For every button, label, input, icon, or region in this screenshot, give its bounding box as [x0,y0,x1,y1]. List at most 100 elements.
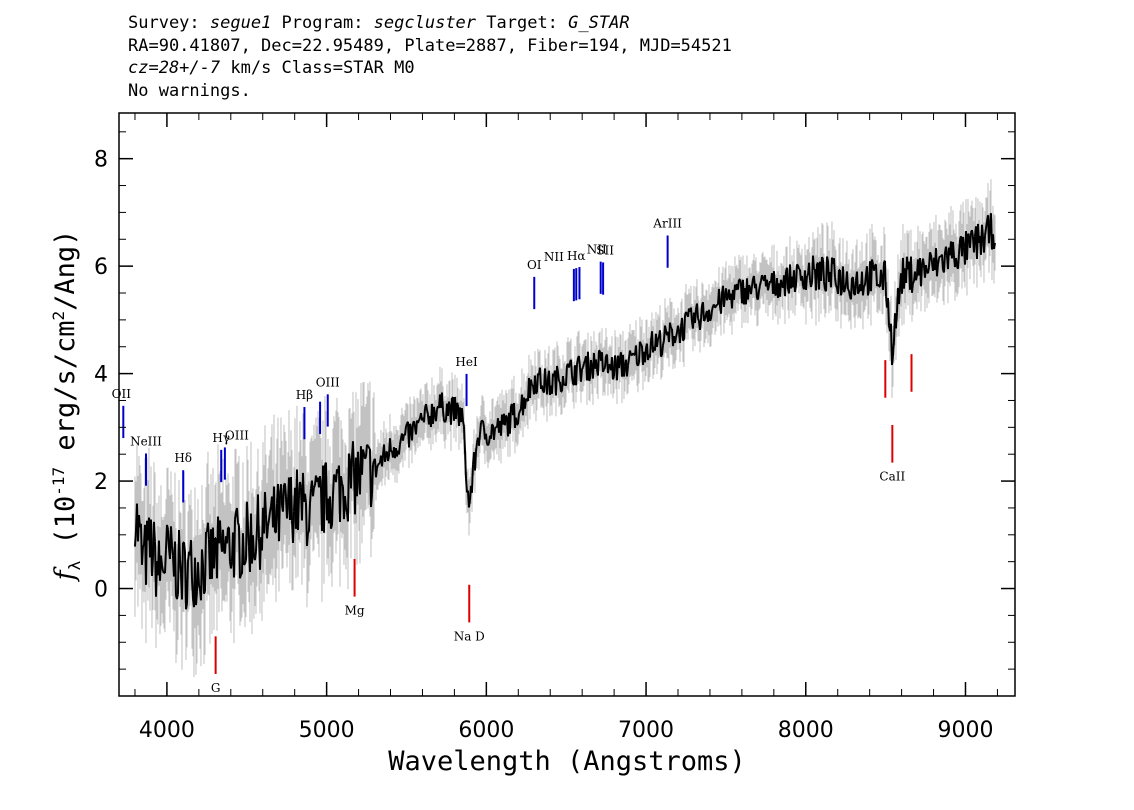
flux-segment [612,375,615,380]
flux-segment [227,527,231,562]
flux-segment [883,260,887,297]
flux-segment [232,519,236,578]
flux-segment [637,341,641,363]
flux-segment [847,290,851,297]
flux-segment [538,367,542,389]
flux-segment [822,281,826,290]
flux-segment [333,474,336,477]
flux-segment [343,496,347,508]
flux-segment [749,286,753,295]
flux-segment [268,505,272,512]
flux-segment [581,366,584,370]
flux-segment [843,283,847,290]
header-line-survey: Survey: segue1 Program: segcluster Targe… [128,12,732,35]
x-tick-label: 6000 [458,718,514,743]
flux-segment [600,352,604,372]
flux-segment [307,503,311,532]
flux-segment [726,297,729,301]
x-tick-label: 8000 [778,718,834,743]
flux-segment [369,494,373,508]
flux-segment [170,545,174,556]
program-value: segcluster [373,13,477,33]
flux-segment [163,549,167,574]
flux-segment [308,488,312,504]
flux-segment [843,289,846,293]
flux-segment [739,279,742,284]
line-marker-label-OI: OI [527,258,542,272]
flux-segment [203,531,207,592]
flux-segment [927,252,931,268]
flux-segment [229,561,233,569]
flux-segment [417,419,420,424]
flux-segment [434,409,438,422]
flux-segment [857,291,860,295]
flux-segment [897,288,901,305]
flux-segment [639,341,642,345]
flux-segment [954,257,958,267]
flux-segment [825,256,829,262]
flux-segment [602,368,605,373]
flux-segment [586,351,590,381]
flux-segment [200,549,204,565]
flux-segment [796,263,799,266]
flux-segment [956,254,960,269]
flux-segment [467,499,471,508]
flux-segment [673,337,677,344]
flux-segment [508,405,512,434]
flux-segment [806,274,809,277]
y-tick-label: 8 [94,148,108,173]
flux-segment [583,360,586,364]
flux-segment [603,355,607,368]
flux-segment [383,452,387,462]
flux-segment [663,325,667,331]
x-tick-label: 4000 [139,718,195,743]
flux-segment [370,464,374,495]
flux-segment [303,493,307,503]
flux-segment [657,336,660,340]
flux-segment [371,460,375,466]
y-axis-title: fλ (10-17 erg/s/cm2/Ang) [49,230,84,583]
flux-segment [912,280,915,284]
flux-segment [412,420,416,428]
plot-frame [118,112,1016,697]
flux-segment [567,362,571,368]
flux-segment [894,312,898,329]
flux-segment [233,511,237,520]
flux-segment [682,339,685,342]
flux-segment [178,559,182,574]
flux-segment [634,345,638,365]
line-marker-label-NII-6548: NII [544,250,564,264]
flux-segment [364,456,367,460]
flux-segment [581,363,585,368]
spectrum-header: Survey: segue1 Program: segcluster Targe… [128,12,732,102]
flux-segment [839,289,843,296]
flux-segment [610,357,614,380]
flux-segment [514,417,518,426]
error-band-layer [134,179,996,678]
flux-segment [460,408,464,422]
flux-segment [367,445,370,449]
flux-segment [810,282,813,288]
flux-segment [783,271,787,297]
flux-segment [714,305,717,309]
flux-segment [845,271,849,290]
header-line-coordinates: RA=90.41807, Dec=22.95489, Plate=2887, F… [128,35,732,56]
flux-segment [682,315,686,340]
flux-segment [344,507,348,513]
flux-segment [313,484,316,488]
flux-segment [655,338,659,348]
flux-segment [364,444,368,457]
flux-segment [550,373,554,394]
flux-segment [983,228,987,237]
line-marker-label-Mg: Mg [345,604,365,618]
flux-segment [674,332,678,338]
flux-segment [318,476,322,487]
flux-segment [804,275,808,290]
flux-segment [929,251,932,256]
flux-segment [800,275,804,287]
flux-segment [924,264,928,273]
flux-segment [794,264,798,286]
flux-segment [285,502,289,519]
flux-segment [263,492,267,515]
